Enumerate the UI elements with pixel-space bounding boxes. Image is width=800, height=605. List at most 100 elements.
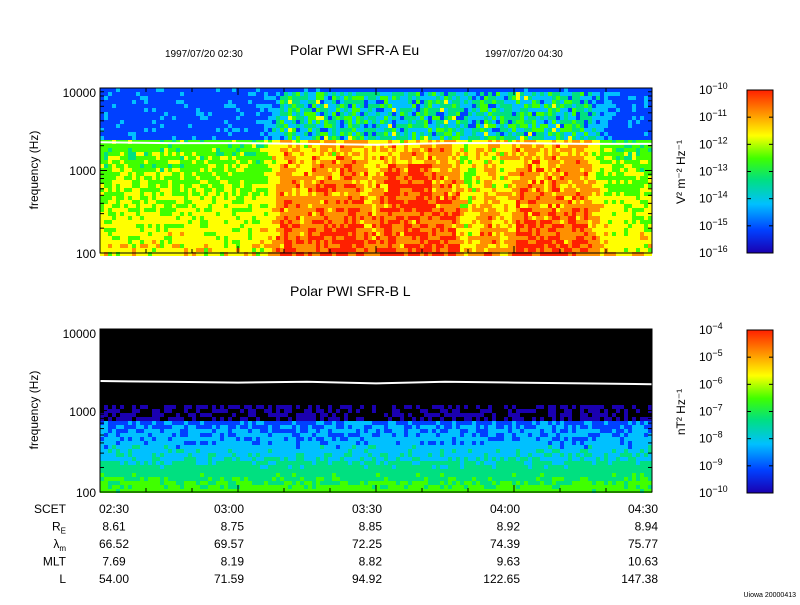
spectrogram-cell [288, 136, 292, 140]
spectrogram-cell [572, 156, 576, 160]
spectrogram-cell [160, 208, 164, 212]
spectrogram-cell [140, 216, 144, 220]
spectrogram-cell [216, 216, 220, 220]
spectrogram-cell [156, 88, 160, 92]
spectrogram-cell [212, 252, 216, 256]
spectrogram-cell [492, 112, 496, 116]
spectrogram-cell [340, 192, 344, 196]
spectrogram-cell [504, 144, 508, 148]
spectrogram-cell [272, 96, 276, 100]
spectrogram-cell [196, 172, 200, 176]
spectrogram-cell [204, 200, 208, 204]
spectrogram-cell [556, 232, 560, 236]
spectrogram-cell [536, 216, 540, 220]
spectrogram-cell [360, 212, 364, 216]
spectrogram-cell [456, 152, 460, 156]
spectrogram-cell [104, 156, 108, 160]
spectrogram-cell [532, 160, 536, 164]
spectrogram-cell [404, 164, 408, 168]
spectrogram-cell [468, 128, 472, 132]
spectrogram-cell [308, 100, 312, 104]
spectrogram-cell [432, 192, 436, 196]
spectrogram-cell [376, 124, 380, 128]
spectrogram-cell [360, 156, 364, 160]
spectrogram-cell [192, 192, 196, 196]
spectrogram-cell [560, 180, 564, 184]
spectrogram-cell [532, 148, 536, 152]
spectrogram-cell [556, 216, 560, 220]
spectrogram-cell [468, 204, 472, 208]
spectrogram-cell [152, 180, 156, 184]
spectrogram-cell [112, 220, 116, 224]
spectrogram-cell [212, 108, 216, 112]
spectrogram-cell [336, 216, 340, 220]
spectrogram-cell [396, 156, 400, 160]
spectrogram-cell [484, 88, 488, 92]
spectrogram-cell [336, 164, 340, 168]
spectrogram-cell [544, 188, 548, 192]
spectrogram-cell [424, 212, 428, 216]
spectrogram-cell [276, 196, 280, 200]
spectrogram-cell [104, 136, 108, 140]
spectrogram-cell [248, 192, 252, 196]
spectrogram-cell [160, 164, 164, 168]
spectrogram-cell [416, 140, 420, 144]
spectrogram-cell [452, 232, 456, 236]
spectrogram-cell [180, 224, 184, 228]
spectrogram-cell [204, 96, 208, 100]
spectrogram-cell [464, 140, 468, 144]
spectrogram-cell [216, 136, 220, 140]
spectrogram-cell [324, 104, 328, 108]
spectrogram-cell [112, 92, 116, 96]
spectrogram-cell [132, 248, 136, 252]
spectrogram-cell [416, 172, 420, 176]
spectrogram-cell [164, 200, 168, 204]
spectrogram-cell [292, 224, 296, 228]
spectrogram-cell [456, 164, 460, 168]
spectrogram-cell [256, 144, 260, 148]
spectrogram-cell [168, 244, 172, 248]
spectrogram-cell [432, 104, 436, 108]
spectrogram-cell [136, 152, 140, 156]
spectrogram-cell [420, 148, 424, 152]
spectrogram-cell [396, 168, 400, 172]
spectrogram-cell [316, 104, 320, 108]
spectrogram-cell [380, 228, 384, 232]
spectrogram-cell [284, 100, 288, 104]
spectrogram-cell [380, 232, 384, 236]
spectrogram-cell [452, 236, 456, 240]
spectrogram-cell [284, 248, 288, 252]
spectrogram-cell [484, 220, 488, 224]
spectrogram-cell [172, 140, 176, 144]
spectrogram-cell [420, 172, 424, 176]
spectrogram-cell [320, 116, 324, 120]
spectrogram-cell [456, 236, 460, 240]
spectrogram-cell [148, 156, 152, 160]
spectrogram-cell [292, 244, 296, 248]
spectrogram-cell [168, 204, 172, 208]
spectrogram-cell [308, 140, 312, 144]
spectrogram-cell [356, 104, 360, 108]
spectrogram-cell [260, 244, 264, 248]
spectrogram-cell [184, 240, 188, 244]
spectrogram-cell [320, 152, 324, 156]
spectrogram-cell [280, 172, 284, 176]
spectrogram-cell [484, 116, 488, 120]
spectrogram-cell [564, 108, 568, 112]
spectrogram-cell [244, 104, 248, 108]
spectrogram-cell [140, 232, 144, 236]
spectrogram-cell [440, 180, 444, 184]
spectrogram-cell [152, 120, 156, 124]
spectrogram-cell [428, 200, 432, 204]
spectrogram-cell [156, 144, 160, 148]
spectrogram-cell [156, 176, 160, 180]
spectrogram-cell [336, 96, 340, 100]
spectrogram-cell [400, 244, 404, 248]
spectrogram-cell [164, 172, 168, 176]
spectrogram-cell [192, 208, 196, 212]
spectrogram-cell [572, 172, 576, 176]
spectrogram-cell [104, 220, 108, 224]
spectrogram-cell [440, 216, 444, 220]
spectrogram-cell [420, 140, 424, 144]
spectrogram-cell [480, 96, 484, 100]
